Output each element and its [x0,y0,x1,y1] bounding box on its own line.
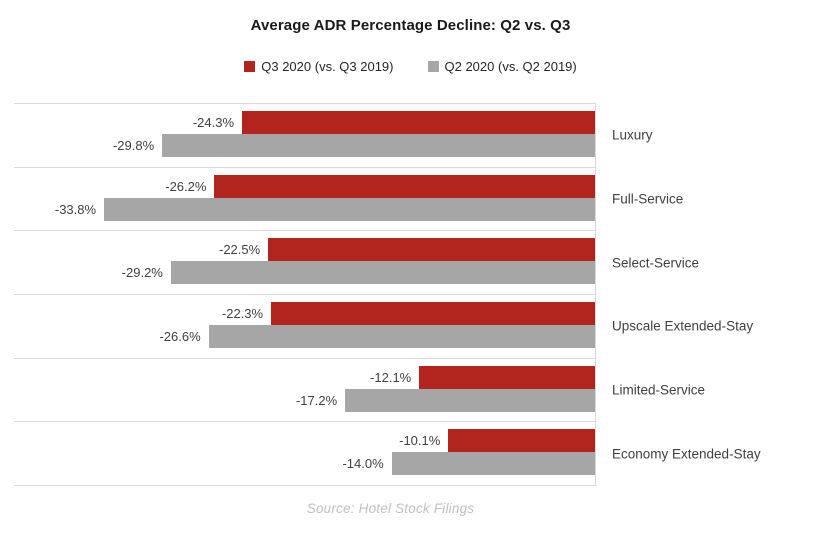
bar-value-label-q2: -29.2% [121,265,163,281]
bar-q2-2020 [104,197,595,221]
category-row: -26.2% -33.8% Full-Service [14,166,683,231]
bar-wrap-q3: -10.1% [14,429,595,453]
category-label: Economy Extended-Stay [612,446,761,462]
bar-value-label-q2: -17.2% [295,392,338,408]
plot-area: -24.3% -29.8% Luxury -26.2% -33.8% Full-… [14,103,761,486]
chart-title: Average ADR Percentage Decline: Q2 vs. Q… [250,17,571,34]
bar-value-label-q3: -24.3% [192,115,235,130]
chart-legend: Q3 2020 (vs. Q3 2019) Q2 2020 (vs. Q2 20… [0,59,821,74]
legend-swatch-q2-icon [427,61,439,72]
category-label: Select-Service [612,255,700,271]
bar-value-label-q2: -29.8% [112,138,155,153]
bar-wrap-q3: -12.1% [14,365,595,389]
legend-label-q3: Q3 2020 (vs. Q3 2019) [261,59,394,74]
bar-group: -10.1% -14.0% [14,422,595,476]
category-label: Luxury [612,127,653,143]
legend-item-q3-2020: Q3 2020 (vs. Q3 2019) [244,59,394,74]
bar-wrap-q3: -22.3% [14,302,595,326]
bar-wrap-q2: -33.8% [14,197,595,221]
bar-group: -26.2% -33.8% [14,168,595,221]
bar-q2-2020 [170,261,595,285]
bar-value-label-q2: -26.6% [159,329,201,345]
bar-value-label-q3: -26.2% [165,178,207,194]
bar-wrap-q3: -24.3% [14,111,595,134]
bar-q3-2020 [448,429,595,453]
bar-wrap-q3: -26.2% [14,174,595,198]
bar-wrap-q2: -26.6% [14,325,595,349]
category-label: Limited-Service [612,382,706,398]
bar-q3-2020 [242,111,595,134]
category-row: -22.3% -26.6% Upscale Extended-Stay [14,294,753,358]
bar-wrap-q2: -29.2% [14,261,595,285]
category-row: -24.3% -29.8% Luxury [14,103,653,167]
legend-item-q2-2020: Q2 2020 (vs. Q2 2019) [427,59,577,74]
bar-value-label-q2: -14.0% [342,456,384,472]
bar-q2-2020 [391,452,595,476]
bar-value-label-q3: -22.3% [221,306,264,322]
bar-wrap-q2: -17.2% [14,388,595,412]
category-label: Upscale Extended-Stay [612,318,754,334]
bar-value-label-q3: -10.1% [399,433,441,449]
category-row: -10.1% -14.0% Economy Extended-Stay [14,421,761,485]
legend-label-q2: Q2 2020 (vs. Q2 2019) [444,59,577,74]
bar-value-label-q2: -33.8% [54,201,97,217]
bar-q3-2020 [419,365,595,389]
bar-wrap-q3: -22.5% [14,238,595,262]
bar-group: -22.3% -26.6% [14,295,595,349]
category-row: -22.5% -29.2% Select-Service [14,230,699,294]
category-label: Full-Service [612,191,684,207]
bar-q2-2020 [345,388,595,412]
bar-q2-2020 [162,134,595,157]
bar-q3-2020 [268,238,595,262]
bar-q2-2020 [208,325,595,349]
bar-value-label-q3: -12.1% [370,369,412,385]
bar-group: -12.1% -17.2% [14,359,595,412]
bar-q3-2020 [214,174,595,198]
bar-q3-2020 [271,302,595,326]
bar-wrap-q2: -29.8% [14,134,595,157]
legend-swatch-q3-icon [244,61,256,72]
bar-group: -22.5% -29.2% [14,231,595,285]
bar-group: -24.3% -29.8% [14,104,595,157]
category-row: -12.1% -17.2% Limited-Service [14,357,705,422]
bar-value-label-q3: -22.5% [218,242,261,258]
bar-wrap-q2: -14.0% [14,452,595,476]
source-note: Source: Hotel Stock Filings [306,501,475,516]
